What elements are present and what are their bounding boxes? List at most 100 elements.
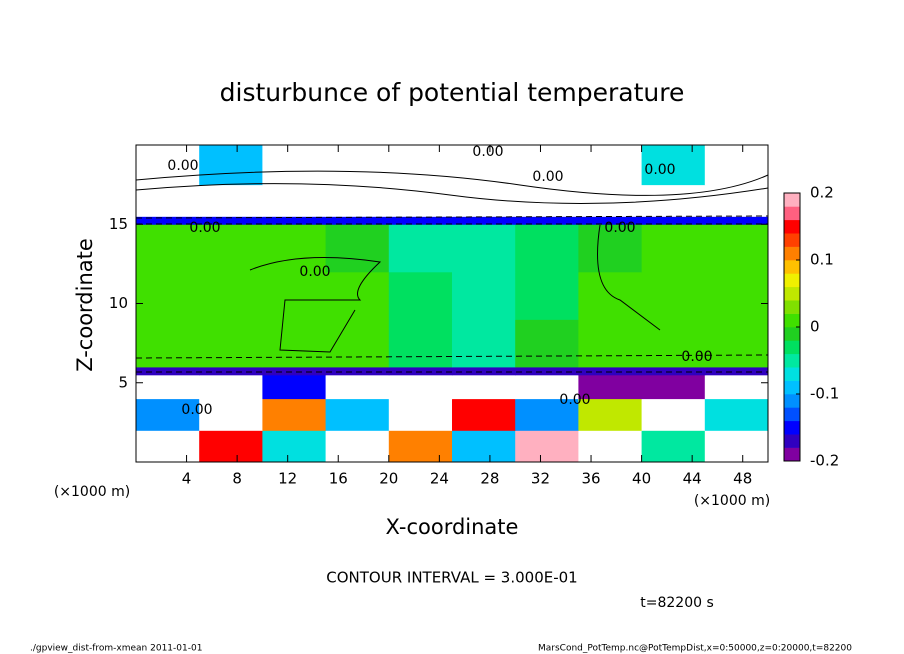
x-tick-label: 40 — [632, 470, 651, 488]
cell — [704, 271, 769, 320]
y-tick-label: 10 — [109, 294, 128, 312]
cell — [578, 145, 643, 186]
cell — [325, 430, 390, 463]
contour-label: 0.00 — [681, 349, 712, 365]
y-tick-label: 15 — [109, 215, 128, 233]
colorbar-band — [784, 353, 800, 368]
cell — [452, 374, 516, 400]
cell — [704, 366, 769, 376]
cell — [515, 430, 579, 463]
cell — [578, 224, 643, 273]
cell — [136, 145, 200, 186]
colorbar-band — [784, 447, 800, 462]
x-tick-label: 32 — [531, 470, 550, 488]
colorbar-band — [784, 340, 800, 355]
contours — [135, 170, 769, 373]
x-tick-label: 36 — [581, 470, 600, 488]
cell — [325, 366, 390, 376]
colorbar-tick-label: -0.2 — [810, 452, 839, 470]
chart-title: disturbunce of potential temperature — [220, 78, 685, 107]
contour-label: 0.00 — [472, 144, 503, 160]
x-unit: (×1000 m) — [694, 493, 770, 509]
cell — [452, 319, 516, 368]
cell — [388, 224, 453, 273]
cell — [641, 319, 706, 368]
x-tick-label: 4 — [182, 470, 192, 488]
cell — [515, 184, 579, 217]
cell — [388, 216, 453, 225]
cell — [515, 145, 579, 186]
contour-line — [135, 215, 769, 225]
cell — [641, 398, 706, 431]
contour-label: 0.00 — [299, 264, 330, 280]
contour-line — [135, 354, 769, 373]
colorbar-band — [784, 273, 800, 288]
cell — [578, 271, 643, 320]
cell — [325, 398, 390, 431]
cell — [704, 319, 769, 368]
cell — [641, 366, 706, 376]
contour-label: 0.00 — [559, 392, 590, 408]
cell — [641, 430, 706, 463]
colorbar-band — [784, 233, 800, 247]
colorbar-band — [784, 380, 800, 395]
colorbar-band — [784, 246, 800, 261]
cell — [578, 398, 643, 431]
colorbar-band — [784, 420, 800, 435]
cell — [325, 184, 390, 217]
colorbar-band — [784, 286, 800, 301]
cell — [452, 224, 516, 273]
cell — [452, 366, 516, 376]
colorbar-band — [784, 260, 800, 274]
cell — [515, 319, 579, 368]
cell — [388, 430, 453, 463]
cell — [199, 398, 263, 431]
cell — [452, 430, 516, 463]
cell — [199, 145, 263, 186]
x-tick-label: 48 — [733, 470, 752, 488]
cell — [262, 374, 327, 400]
cell — [262, 398, 327, 431]
cell — [325, 216, 390, 225]
cell — [325, 319, 390, 368]
y-tick-label: 5 — [118, 373, 128, 391]
cell — [578, 319, 643, 368]
cell — [136, 430, 200, 463]
cell — [641, 184, 706, 217]
cell — [641, 374, 706, 400]
cell — [262, 145, 327, 186]
time-label: t=82200 s — [640, 595, 714, 611]
y-axis-label: Z-coordinate — [73, 238, 97, 372]
cell — [578, 184, 643, 217]
x-tick-label: 8 — [232, 470, 242, 488]
x-tick-label: 16 — [329, 470, 348, 488]
cell — [262, 430, 327, 463]
cell — [199, 366, 263, 376]
cell — [136, 216, 200, 225]
cell — [325, 374, 390, 400]
cell — [136, 374, 200, 400]
cell — [262, 224, 327, 273]
x-tick-label: 12 — [278, 470, 297, 488]
cell — [262, 216, 327, 225]
x-axis-label: X-coordinate — [386, 515, 519, 539]
cell — [641, 145, 706, 186]
cell — [199, 319, 263, 368]
colorbar-band — [784, 206, 800, 221]
footer: MarsCond_PotTemp.nc@PotTempDist,x=0:5000… — [538, 644, 852, 654]
footer: ./gpview_dist-from-xmean 2011-01-01 — [30, 644, 202, 654]
cell — [578, 366, 643, 376]
cell — [388, 374, 453, 400]
colorbar-tick-label: 0.1 — [810, 251, 834, 269]
contour-label: 0.00 — [181, 402, 212, 418]
colorbar-band — [784, 219, 800, 234]
cell — [388, 184, 453, 217]
cell — [641, 271, 706, 320]
cell — [388, 271, 453, 320]
cell — [578, 374, 643, 400]
colorbar-band — [784, 367, 800, 381]
cell — [325, 145, 390, 186]
cell — [262, 184, 327, 217]
field — [136, 145, 769, 463]
cell — [136, 184, 200, 217]
